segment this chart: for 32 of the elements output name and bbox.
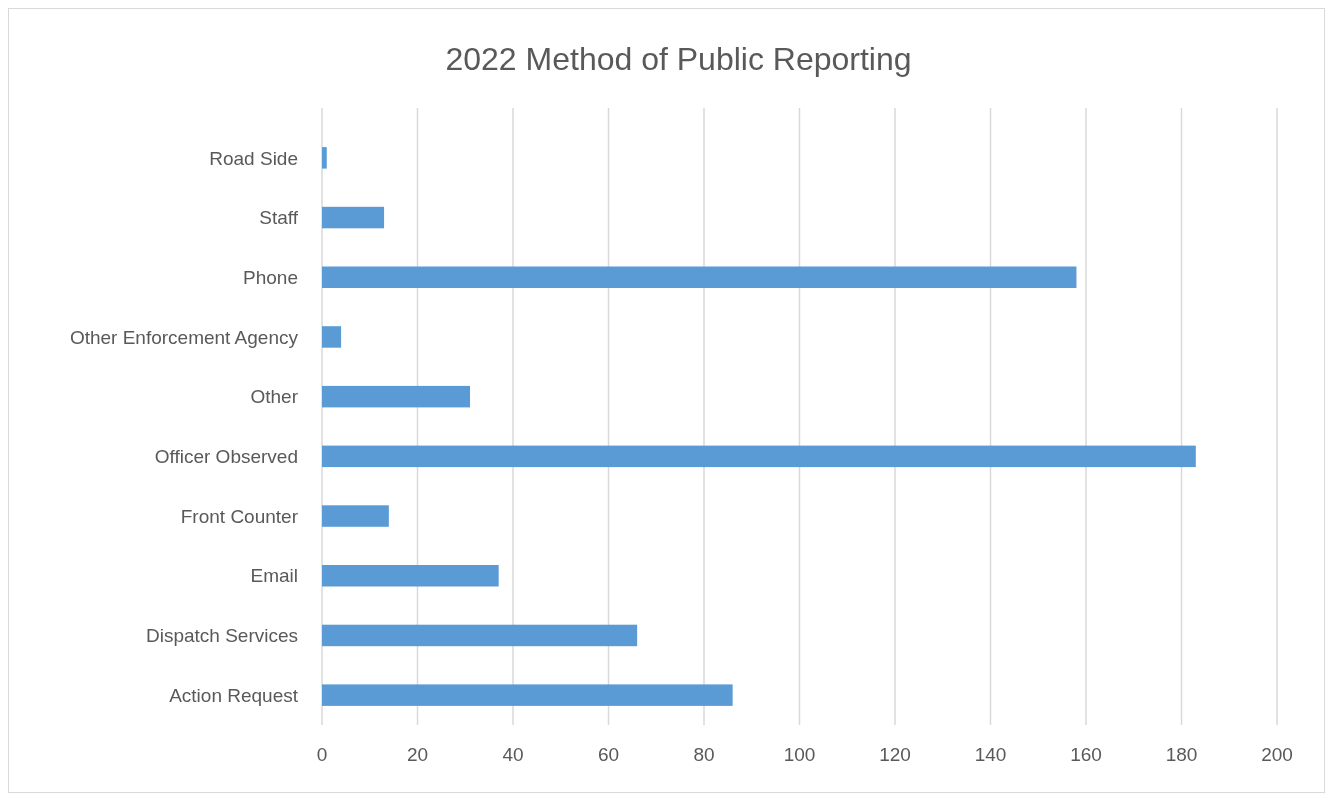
x-tick-label: 140	[974, 744, 1007, 765]
y-tick-label: Other Enforcement Agency	[69, 326, 299, 348]
bar	[322, 445, 1196, 468]
x-tick-label: 200	[1261, 744, 1293, 765]
x-tick-label: 0	[316, 744, 328, 765]
x-tick-label: 40	[502, 744, 524, 765]
bar	[322, 385, 471, 408]
y-tick-label: Road Side	[209, 147, 298, 169]
y-tick-label: Officer Observed	[154, 446, 298, 467]
bar	[322, 266, 1077, 288]
y-tick-label: Email	[250, 565, 298, 587]
x-tick-label: 60	[597, 744, 620, 765]
x-tick-label: 100	[783, 744, 816, 765]
y-tick-label: Action Request	[169, 684, 299, 706]
y-tick-label: Other	[250, 386, 299, 408]
x-tick-label: 160	[1070, 744, 1102, 765]
x-tick-label: 80	[693, 744, 715, 765]
x-tick-label: 20	[406, 744, 429, 765]
bar	[322, 206, 385, 229]
x-tick-label: 180	[1165, 744, 1198, 765]
y-tick-label: Phone	[243, 266, 298, 288]
y-tick-label: Dispatch Services	[145, 625, 298, 647]
bar	[322, 624, 638, 647]
x-tick-label: 120	[879, 744, 911, 765]
bar	[322, 505, 389, 527]
bar	[322, 326, 342, 348]
y-tick-label: Staff	[259, 207, 299, 229]
bar	[322, 684, 733, 706]
chart-title: 2022 Method of Public Reporting	[445, 41, 912, 77]
bar	[322, 565, 499, 587]
y-tick-label: Front Counter	[180, 505, 299, 527]
bar	[322, 147, 327, 169]
